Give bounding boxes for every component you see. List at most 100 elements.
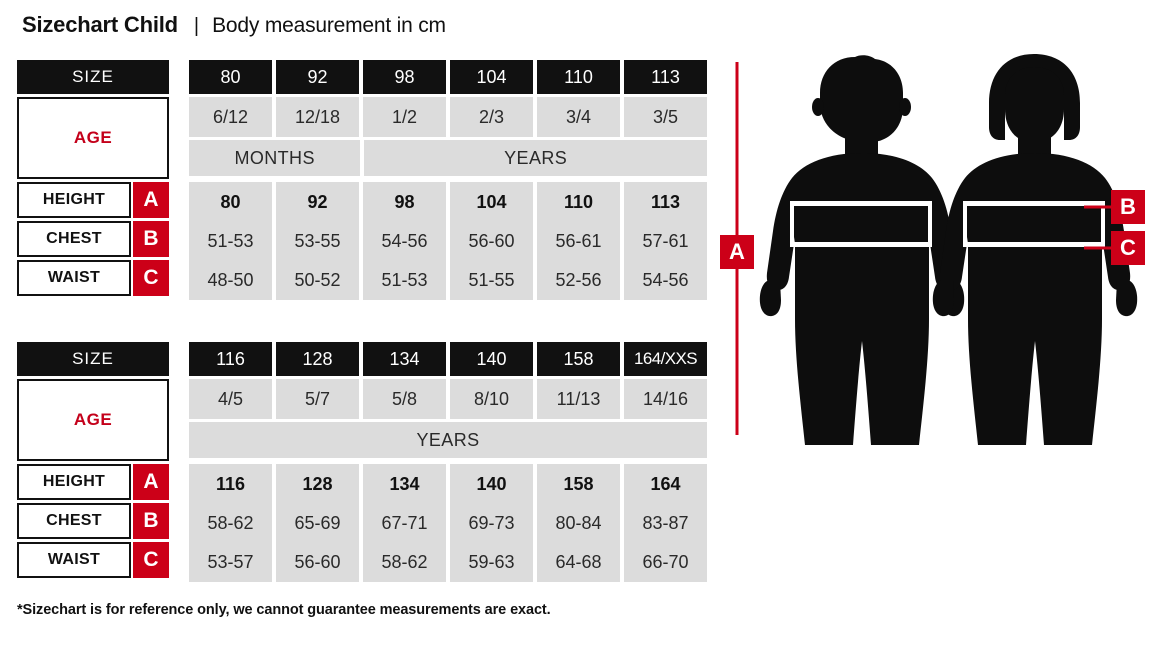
- boy-silhouette: [759, 55, 965, 445]
- age-label: AGE: [17, 379, 169, 461]
- data-cell-group: 6/12 12/18 1/2 2/3 3/4 3/5: [189, 97, 707, 137]
- size-header-cell: 80: [189, 60, 272, 94]
- age-cell: 12/18: [276, 97, 359, 137]
- data-cell-group: 4/5 5/7 5/8 8/10 11/13 14/16: [189, 379, 707, 419]
- age-cell: 11/13: [537, 379, 620, 419]
- age-cell: 3/4: [537, 97, 620, 137]
- measurement-label-cell: HEIGHT A: [17, 182, 169, 218]
- measurement-value-cell: 52-56: [537, 260, 620, 300]
- measurement-name: WAIST: [17, 542, 131, 578]
- silhouette-diagram: [735, 54, 1138, 445]
- measurement-value-cell: 58-62: [363, 542, 446, 582]
- age-unit-cell: YEARS: [189, 422, 707, 458]
- measurement-value-cell: 58-62: [189, 503, 272, 543]
- measurement-value-cell: 51-55: [450, 260, 533, 300]
- measurement-badge-b: B: [133, 503, 169, 539]
- measurement-label-cell: WAIST C: [17, 542, 169, 578]
- data-cell-group: YEARS: [189, 422, 707, 458]
- data-cell-group: 80 92 98 104 110 113: [189, 60, 707, 94]
- measurement-value-cell: 69-73: [450, 503, 533, 543]
- table-row: HEIGHT A 80 92 98 104 110 113: [17, 182, 707, 222]
- measurement-name: CHEST: [17, 221, 131, 257]
- data-cell-group: MONTHS YEARS: [189, 140, 707, 176]
- measurement-badge-a: A: [133, 182, 169, 218]
- measurement-value-cell: 140: [450, 464, 533, 504]
- table-row: WAIST C 53-57 56-60 58-62 59-63 64-68 66-70: [17, 542, 707, 582]
- measurement-badge-c: C: [133, 260, 169, 296]
- measurement-value-cell: 56-60: [450, 221, 533, 261]
- measurement-badge-c: C: [133, 542, 169, 578]
- measurement-value-cell: 66-70: [624, 542, 707, 582]
- data-cell-group: 48-50 50-52 51-53 51-55 52-56 54-56: [189, 260, 707, 300]
- age-unit-cell: YEARS: [364, 140, 707, 176]
- measurement-name: CHEST: [17, 503, 131, 539]
- page-title: Sizechart Child | Body measurement in cm: [22, 12, 446, 38]
- age-rows: 4/5 5/7 5/8 8/10 11/13 14/16 YEARS: [169, 376, 707, 461]
- age-cell: 1/2: [363, 97, 446, 137]
- measurement-value-cell: 53-55: [276, 221, 359, 261]
- size-header-cell: 128: [276, 342, 359, 376]
- measurement-value-cell: 110: [537, 182, 620, 222]
- title-separator: |: [193, 15, 200, 37]
- measurement-value-cell: 56-60: [276, 542, 359, 582]
- table-row: SIZE 116 128 134 140 158 164/XXS: [17, 342, 707, 376]
- age-cell: 8/10: [450, 379, 533, 419]
- measurement-value-cell: 164: [624, 464, 707, 504]
- measurement-label-cell: CHEST B: [17, 221, 169, 257]
- measurement-value-cell: 80: [189, 182, 272, 222]
- girl-waist-band: [963, 242, 1105, 247]
- measurement-value-cell: 134: [363, 464, 446, 504]
- measurement-name: HEIGHT: [17, 182, 131, 218]
- measurement-name: WAIST: [17, 260, 131, 296]
- sizechart-table-small: SIZE 80 92 98 104 110 113 AGE 6/12 12/18 1/2 2/3 3/4…: [17, 60, 707, 300]
- girl-silhouette: [932, 54, 1138, 445]
- size-header-cell: 140: [450, 342, 533, 376]
- measurement-badge-a: A: [133, 464, 169, 500]
- measurement-value-cell: 116: [189, 464, 272, 504]
- size-label: SIZE: [17, 60, 169, 94]
- age-cell: 2/3: [450, 97, 533, 137]
- age-cell: 6/12: [189, 97, 272, 137]
- measurement-label-cell: HEIGHT A: [17, 464, 169, 500]
- marker-c: C: [1111, 231, 1145, 265]
- measurement-label-cell: CHEST B: [17, 503, 169, 539]
- sizechart-table-large: SIZE 116 128 134 140 158 164/XXS AGE 4/5 5/7 5/8 8/…: [17, 342, 707, 582]
- measurement-value-cell: 67-71: [363, 503, 446, 543]
- boy-chest-band: [790, 201, 932, 206]
- age-cell: 3/5: [624, 97, 707, 137]
- measurement-value-cell: 80-84: [537, 503, 620, 543]
- measurement-value-cell: 98: [363, 182, 446, 222]
- size-header-cell: 158: [537, 342, 620, 376]
- size-header-cell: 113: [624, 60, 707, 94]
- table-row: CHEST B 58-62 65-69 67-71 69-73 80-84 83-87: [17, 503, 707, 543]
- measurement-value-cell: 128: [276, 464, 359, 504]
- measurement-value-cell: 50-52: [276, 260, 359, 300]
- measurement-value-cell: 54-56: [624, 260, 707, 300]
- measurement-value-cell: 48-50: [189, 260, 272, 300]
- size-header-cell: 116: [189, 342, 272, 376]
- marker-b: B: [1111, 190, 1145, 224]
- age-label: AGE: [17, 97, 169, 179]
- table-row: CHEST B 51-53 53-55 54-56 56-60 56-61 57-61: [17, 221, 707, 261]
- footnote: *Sizechart is for reference only, we can…: [17, 602, 551, 618]
- size-header-cell: 98: [363, 60, 446, 94]
- data-cell-group: 80 92 98 104 110 113: [189, 182, 707, 222]
- chart-subtitle: Body measurement in cm: [212, 14, 446, 37]
- measurement-value-cell: 104: [450, 182, 533, 222]
- data-cell-group: 116 128 134 140 158 164: [189, 464, 707, 504]
- measurement-value-cell: 56-61: [537, 221, 620, 261]
- measurement-value-cell: 92: [276, 182, 359, 222]
- size-header-cell: 110: [537, 60, 620, 94]
- measurement-badge-b: B: [133, 221, 169, 257]
- size-label: SIZE: [17, 342, 169, 376]
- measurement-value-cell: 57-61: [624, 221, 707, 261]
- size-header-cell: 104: [450, 60, 533, 94]
- measurement-value-cell: 113: [624, 182, 707, 222]
- measurement-value-cell: 158: [537, 464, 620, 504]
- measurement-value-cell: 65-69: [276, 503, 359, 543]
- measurement-figure-panel: A B C: [712, 45, 1169, 455]
- data-cell-group: 58-62 65-69 67-71 69-73 80-84 83-87: [189, 503, 707, 543]
- age-block: AGE 4/5 5/7 5/8 8/10 11/13 14/16 YEARS: [17, 376, 707, 461]
- measurement-value-cell: 51-53: [189, 221, 272, 261]
